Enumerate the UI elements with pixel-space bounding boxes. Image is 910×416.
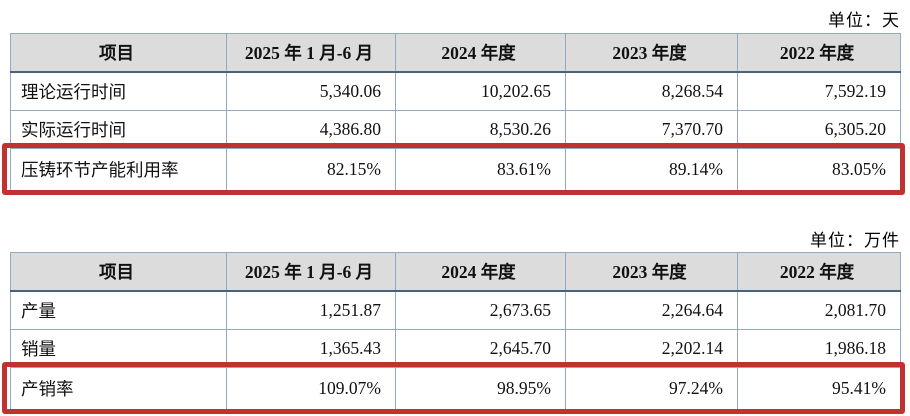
- column-header: 2023 年度: [565, 252, 738, 292]
- value-cell: 2,645.70: [395, 329, 566, 368]
- value-cell: 83.05%: [737, 148, 901, 191]
- value-cell: 1,251.87: [226, 290, 396, 330]
- value-cell: 2,673.65: [395, 290, 566, 330]
- value-cell: 7,370.70: [565, 110, 738, 149]
- column-header: 2022 年度: [737, 33, 901, 73]
- value-cell: 83.61%: [395, 148, 566, 191]
- column-header: 2025 年 1 月-6 月: [226, 33, 396, 73]
- column-header: 2023 年度: [565, 33, 738, 73]
- value-cell: 2,081.70: [737, 290, 901, 330]
- value-cell: 8,268.54: [565, 71, 738, 111]
- row-label-cell: 实际运行时间: [10, 110, 227, 149]
- table-row: 销量 1,365.43 2,645.70 2,202.14 1,986.18: [10, 329, 901, 368]
- value-cell: 8,530.26: [395, 110, 566, 149]
- value-cell: 97.24%: [565, 367, 738, 410]
- value-cell: 1,986.18: [737, 329, 901, 368]
- value-cell: 95.41%: [737, 367, 901, 410]
- row-label-cell: 压铸环节产能利用率: [10, 148, 227, 191]
- column-header: 2024 年度: [395, 33, 566, 73]
- table-row: 产量 1,251.87 2,673.65 2,264.64 2,081.70: [10, 290, 901, 330]
- value-cell: 82.15%: [226, 148, 396, 191]
- column-header: 2024 年度: [395, 252, 566, 292]
- row-label-cell: 理论运行时间: [10, 71, 227, 111]
- table-row: 产销率 109.07% 98.95% 97.24% 95.41%: [10, 367, 901, 410]
- value-cell: 6,305.20: [737, 110, 901, 149]
- table-row: 实际运行时间 4,386.80 8,530.26 7,370.70 6,305.20: [10, 110, 901, 149]
- value-cell: 4,386.80: [226, 110, 396, 149]
- column-header: 项目: [10, 252, 227, 292]
- value-cell: 98.95%: [395, 367, 566, 410]
- header-row: 项目 2025 年 1 月-6 月 2024 年度 2023 年度 2022 年度: [10, 33, 901, 73]
- production-sales-table-section: 项目 2025 年 1 月-6 月 2024 年度 2023 年度 2022 年度 产量…: [2, 252, 905, 414]
- header-row: 项目 2025 年 1 月-6 月 2024 年度 2023 年度 2022 年度: [10, 252, 901, 292]
- column-header: 2022 年度: [737, 252, 901, 292]
- value-cell: 1,365.43: [226, 329, 396, 368]
- column-header: 2025 年 1 月-6 月: [226, 252, 396, 292]
- capacity-utilization-table: 项目 2025 年 1 月-6 月 2024 年度 2023 年度 2022 年度 理论…: [10, 33, 901, 191]
- table-row: 压铸环节产能利用率 82.15% 83.61% 89.14% 83.05%: [10, 148, 901, 191]
- production-sales-table: 项目 2025 年 1 月-6 月 2024 年度 2023 年度 2022 年度 产量…: [10, 252, 901, 410]
- value-cell: 10,202.65: [395, 71, 566, 111]
- row-label-cell: 产量: [10, 290, 227, 330]
- value-cell: 109.07%: [226, 367, 396, 410]
- value-cell: 5,340.06: [226, 71, 396, 111]
- unit-label-ten-thousand-pieces: 单位：万件: [810, 231, 900, 250]
- unit-label-days: 单位：天: [828, 11, 900, 30]
- column-header: 项目: [10, 33, 227, 73]
- value-cell: 7,592.19: [737, 71, 901, 111]
- capacity-utilization-table-section: 项目 2025 年 1 月-6 月 2024 年度 2023 年度 2022 年度 理论…: [2, 33, 905, 195]
- row-label-cell: 销量: [10, 329, 227, 368]
- row-label-cell: 产销率: [10, 367, 227, 410]
- value-cell: 89.14%: [565, 148, 738, 191]
- table-row: 理论运行时间 5,340.06 10,202.65 8,268.54 7,592.19: [10, 71, 901, 111]
- value-cell: 2,202.14: [565, 329, 738, 368]
- value-cell: 2,264.64: [565, 290, 738, 330]
